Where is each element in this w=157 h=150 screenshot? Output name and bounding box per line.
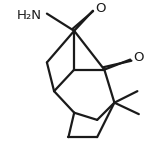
Text: H₂N: H₂N — [17, 9, 42, 22]
Text: O: O — [133, 51, 143, 64]
Text: O: O — [96, 2, 106, 15]
